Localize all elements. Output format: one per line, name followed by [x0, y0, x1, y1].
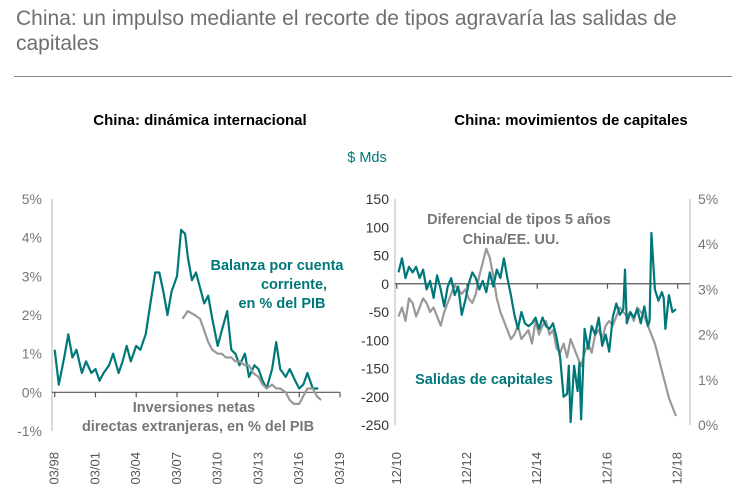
left-axis-unit: $ Mds [347, 150, 387, 166]
left-y-tick-label: 3% [22, 268, 42, 284]
left-series-line-current-account [53, 228, 319, 390]
current-account-label: en % del PIB [238, 296, 325, 312]
left-chart: China: dinámica internacional 5% 4% 3% 2% 1% 0… [17, 112, 347, 485]
left-y-tick-label: -1% [17, 423, 42, 439]
left-x-tick-label: 03/13 [250, 452, 265, 485]
left-y-tick-label: 0% [22, 384, 42, 400]
right-x-tick-label: 12/12 [459, 452, 474, 485]
left-y-tick-label: 2% [22, 307, 42, 323]
right-chart-left-tick-label: 100 [366, 219, 390, 235]
right-chart-left-tick-label: 50 [373, 248, 389, 264]
page-title: China: un impulso mediante el recorte de… [16, 7, 677, 55]
left-y-tick-label: 5% [22, 191, 42, 207]
right-chart-left-tick-label: 0 [381, 276, 389, 292]
right-chart-right-tick-label: 1% [698, 372, 718, 388]
right-x-tick-label: 12/18 [670, 452, 685, 485]
right-x-tick-label: 12/10 [389, 452, 404, 485]
left-x-tick-label: 03/16 [291, 452, 306, 485]
right-chart: China: movimientos de capitales $ Mds 150 1… [347, 112, 718, 485]
right-chart-left-tick-label: -150 [361, 361, 389, 377]
rate-differential-label: Diferencial de tipos 5 años [427, 212, 611, 228]
left-x-tick-label: 03/10 [210, 452, 225, 485]
left-x-tick-label: 03/07 [169, 452, 184, 485]
right-series-line-capital-outflows [397, 231, 677, 424]
left-chart-title: China: dinámica internacional [93, 112, 306, 129]
fdi-label: Inversiones netas [133, 400, 256, 416]
right-chart-right-tick-label: 5% [698, 191, 718, 207]
left-series-line-fdi [181, 310, 322, 405]
right-chart-left-tick-label: -250 [361, 417, 389, 433]
left-y-tick-label: 1% [22, 346, 42, 362]
right-chart-left-tick-label: -100 [361, 332, 389, 348]
capital-outflows-label: Salidas de capitales [415, 372, 553, 388]
right-chart-right-tick-label: 0% [698, 417, 718, 433]
right-chart-left-tick-label: -200 [361, 389, 389, 405]
current-account-label: Balanza por cuenta [211, 258, 345, 274]
right-chart-right-tick-label: 2% [698, 327, 718, 343]
left-x-tick-label: 03/04 [128, 452, 143, 485]
right-chart-title: China: movimientos de capitales [454, 112, 687, 129]
right-x-tick-label: 12/14 [529, 452, 544, 485]
current-account-label: corriente, [261, 277, 327, 293]
left-x-tick-label: 03/19 [332, 452, 347, 485]
right-chart-right-tick-label: 4% [698, 236, 718, 252]
right-series-line-rate-differential [397, 247, 678, 417]
right-chart-right-tick-label: 3% [698, 281, 718, 297]
left-y-tick-label: 4% [22, 230, 42, 246]
right-chart-left-tick-label: -50 [369, 304, 389, 320]
left-x-tick-label: 03/01 [87, 452, 102, 485]
rate-differential-label: China/EE. UU. [463, 232, 560, 248]
right-chart-left-tick-label: 150 [366, 191, 390, 207]
fdi-label: directas extranjeras, en % del PIB [82, 419, 314, 435]
right-x-tick-label: 12/16 [599, 452, 614, 485]
title-divider [14, 76, 732, 77]
left-x-tick-label: 03/98 [47, 452, 62, 485]
